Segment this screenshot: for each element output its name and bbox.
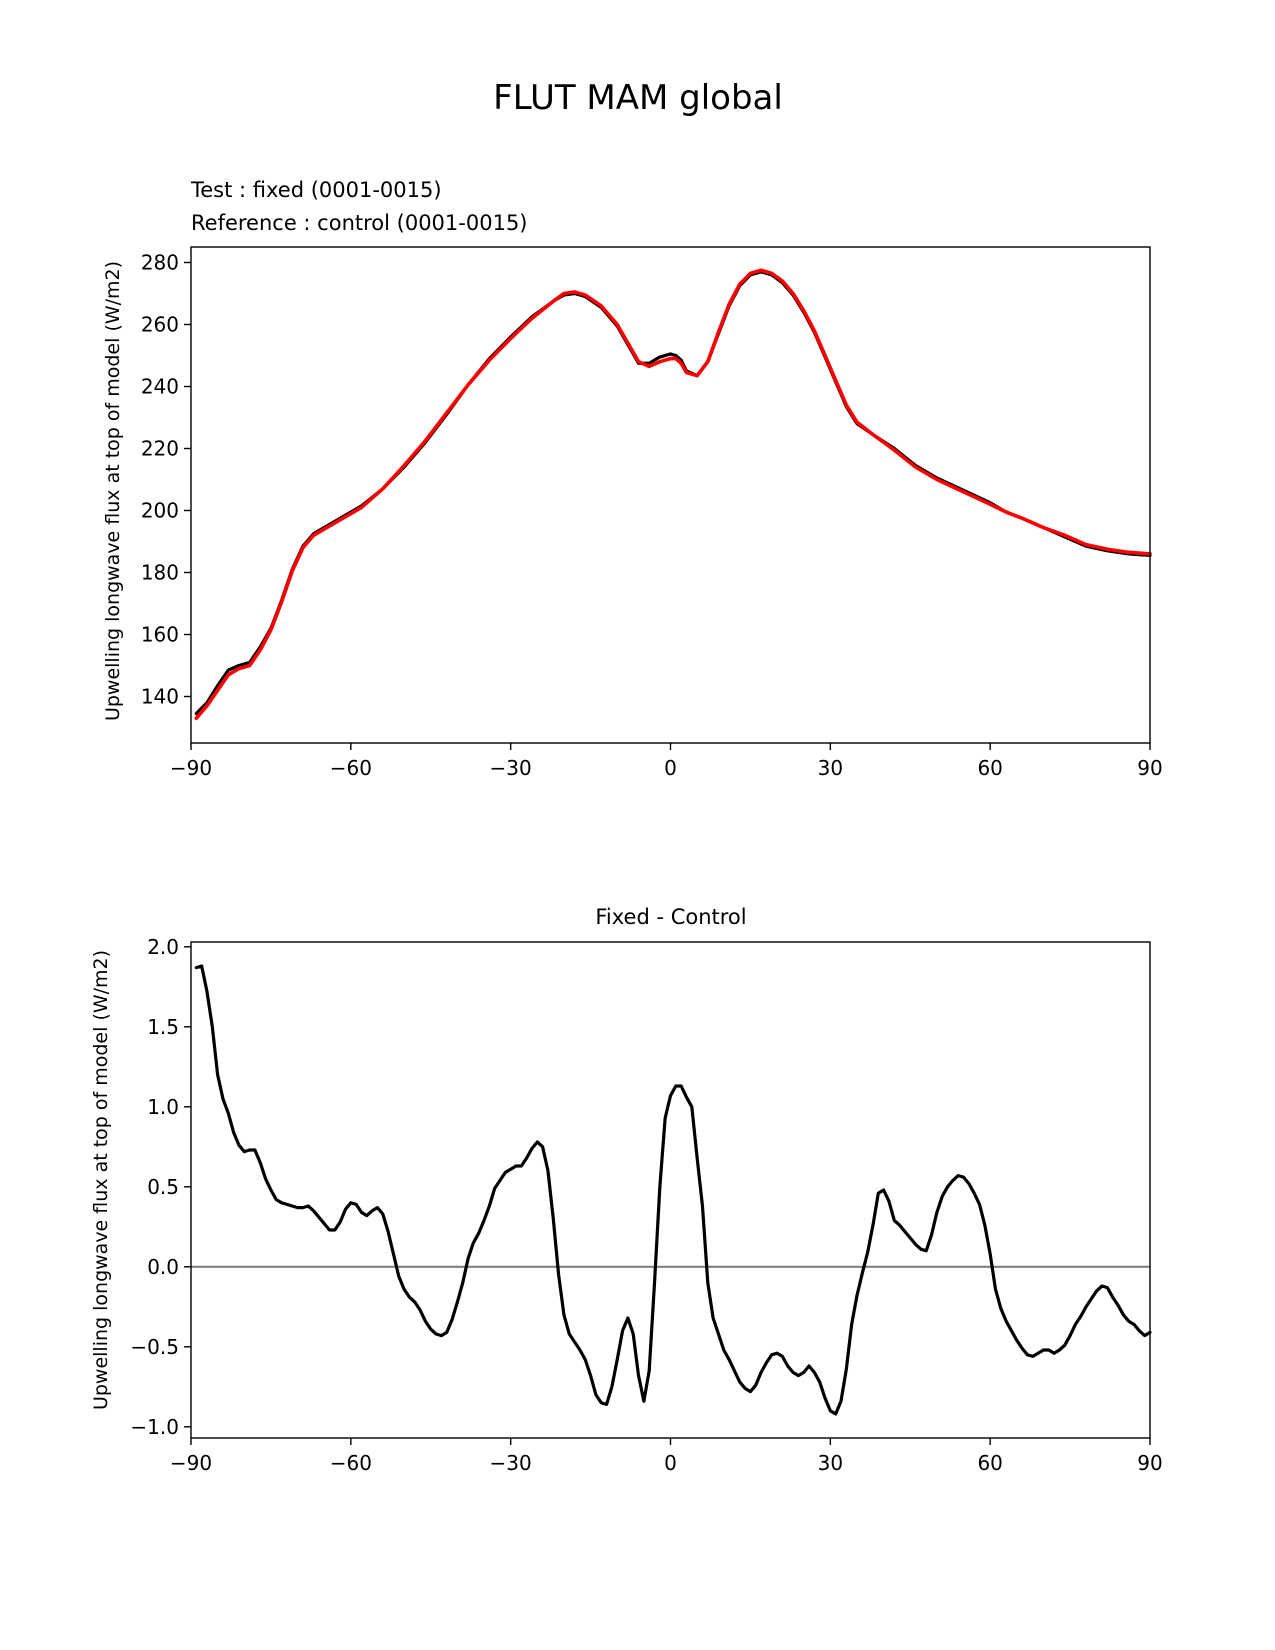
bottom-xtick-label: −60 bbox=[330, 1451, 372, 1475]
test-subtitle: Test : fixed (0001-0015) bbox=[190, 178, 442, 202]
top-ytick-label: 140 bbox=[141, 685, 179, 709]
bottom-difference-line bbox=[194, 964, 1152, 1416]
reference-subtitle: Reference : control (0001-0015) bbox=[191, 211, 528, 235]
bottom-ytick-label: −1.0 bbox=[130, 1415, 179, 1439]
top-xtick-label: 60 bbox=[977, 756, 1002, 780]
top-ytick-label: 160 bbox=[141, 623, 179, 647]
bottom-xtick-label: −30 bbox=[490, 1451, 532, 1475]
bottom-axes-frame bbox=[190, 941, 1151, 1439]
top-xtick-label: 30 bbox=[818, 756, 843, 780]
top-xtick-label: 0 bbox=[664, 756, 677, 780]
top-ytick-label: 280 bbox=[141, 251, 179, 275]
top-plot-area: −90 −60 −30 0 30 60 90 140 160 180 200 220 240 260 280 bbox=[141, 246, 1163, 780]
bottom-ytick-label: 1.0 bbox=[147, 1095, 179, 1119]
bottom-ytick-label: 0.5 bbox=[147, 1175, 179, 1199]
top-test-line bbox=[194, 270, 1152, 716]
bottom-xtick-label: 30 bbox=[818, 1451, 843, 1475]
top-xtick-label: −60 bbox=[330, 756, 372, 780]
top-ytick-label: 220 bbox=[141, 437, 179, 461]
top-xtick-label: −90 bbox=[170, 756, 212, 780]
bottom-xtick-label: 90 bbox=[1137, 1451, 1162, 1475]
bottom-title: Fixed - Control bbox=[595, 905, 746, 929]
bottom-xtick-label: 0 bbox=[664, 1451, 677, 1475]
top-panel: Test : fixed (0001-0015) Reference : con… bbox=[102, 178, 1163, 780]
bottom-ytick-label: −0.5 bbox=[130, 1335, 179, 1359]
top-ylabel: Upwelling longwave flux at top of model … bbox=[102, 261, 124, 721]
top-axes-frame bbox=[190, 246, 1151, 744]
bottom-xtick-label: 60 bbox=[977, 1451, 1002, 1475]
figure-title: FLUT MAM global bbox=[493, 78, 783, 118]
top-ytick-label: 260 bbox=[141, 313, 179, 337]
top-xtick-label: −30 bbox=[490, 756, 532, 780]
bottom-ytick-label: 2.0 bbox=[147, 935, 179, 959]
bottom-xtick-label: −90 bbox=[170, 1451, 212, 1475]
top-xtick-label: 90 bbox=[1137, 756, 1162, 780]
top-ytick-label: 240 bbox=[141, 375, 179, 399]
top-ytick-label: 200 bbox=[141, 499, 179, 523]
bottom-ylabel: Upwelling longwave flux at top of model … bbox=[90, 950, 112, 1410]
top-ytick-label: 180 bbox=[141, 561, 179, 585]
bottom-plot-area: −90 −60 −30 0 30 60 90 −1.0 −0.5 0.0 0.5 1.0 1.5 2.0 bbox=[130, 935, 1162, 1475]
bottom-ytick-label: 0.0 bbox=[147, 1255, 179, 1279]
bottom-panel: Fixed - Control Upwelling longwave flux … bbox=[90, 905, 1163, 1475]
bottom-ytick-label: 1.5 bbox=[147, 1015, 179, 1039]
top-reference-line bbox=[194, 268, 1152, 721]
